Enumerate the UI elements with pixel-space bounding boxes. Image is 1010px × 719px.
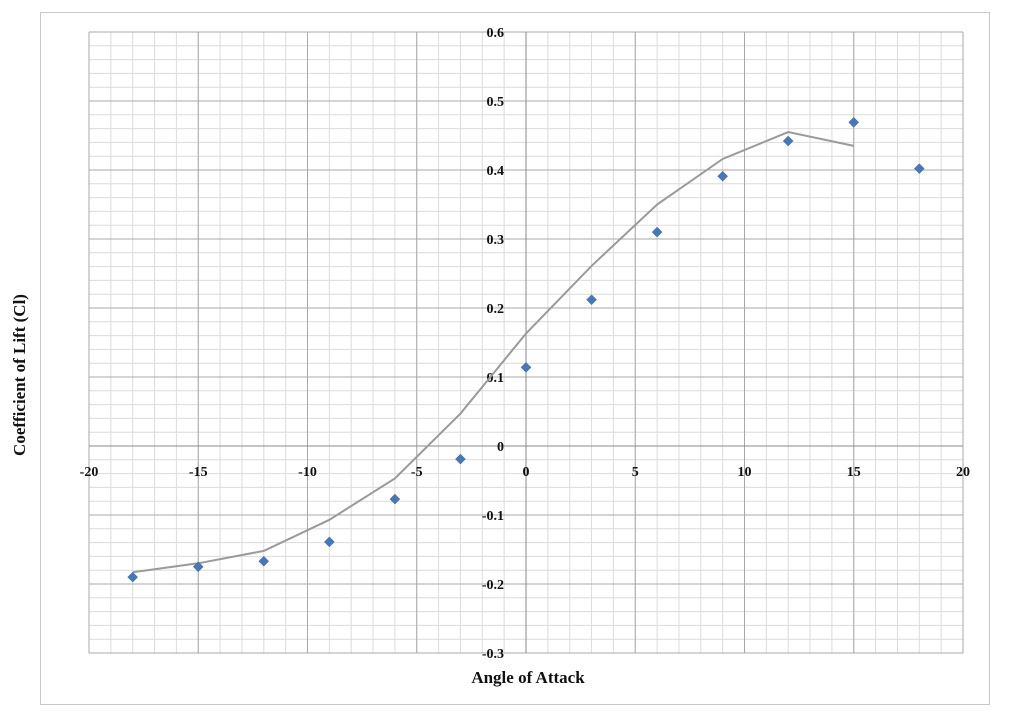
y-tick-label: 0.4	[487, 164, 505, 179]
data-point	[323, 536, 335, 548]
y-tick-label: -0.3	[482, 647, 504, 662]
x-tick-label: -20	[80, 465, 99, 480]
y-tick-label: 0.6	[487, 26, 505, 41]
y-axis-title: Coefficient of Lift (Cl)	[10, 294, 29, 456]
data-point	[258, 555, 270, 567]
data-point	[389, 493, 401, 505]
x-tick-label: -15	[189, 465, 208, 480]
data-point	[913, 163, 925, 174]
x-tick-label: -10	[298, 465, 317, 480]
x-tick-label: 20	[956, 465, 970, 480]
data-point	[586, 294, 597, 306]
data-point	[455, 453, 466, 465]
data-point	[651, 226, 663, 238]
data-point	[717, 170, 729, 182]
data-point	[848, 117, 860, 128]
y-tick-label: 0.1	[487, 371, 505, 386]
y-tick-label: -0.1	[482, 509, 504, 524]
x-tick-label: 10	[738, 465, 752, 480]
x-axis-title: Angle of Attack	[471, 668, 585, 687]
x-tick-label: 15	[847, 465, 861, 480]
x-tick-label: -5	[411, 465, 423, 480]
series-line	[132, 131, 854, 574]
y-tick-label: -0.2	[482, 578, 504, 593]
y-tick-label: 0.5	[487, 95, 505, 110]
data-point	[192, 561, 204, 573]
chart-frame	[40, 12, 990, 705]
data-point	[782, 135, 794, 147]
x-tick-label: 0	[523, 465, 530, 480]
data-point	[520, 361, 532, 373]
y-tick-label: 0.3	[487, 233, 505, 248]
data-point	[127, 571, 139, 583]
y-tick-label: 0.2	[487, 302, 505, 317]
y-tick-label: 0	[497, 440, 504, 455]
x-tick-label: 5	[632, 465, 639, 480]
